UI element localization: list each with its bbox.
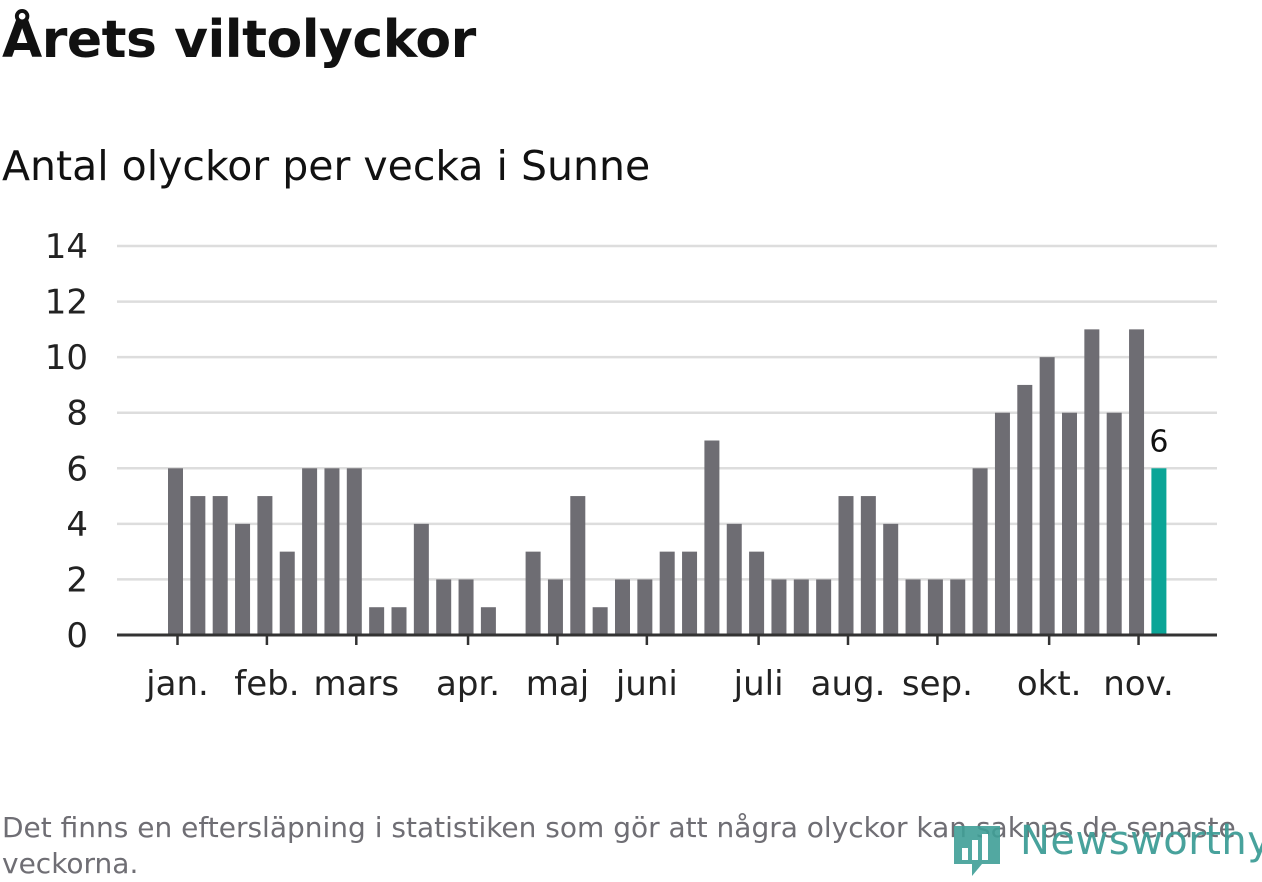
bar — [816, 579, 832, 635]
bar — [212, 496, 228, 635]
x-tick-label: juli — [733, 664, 784, 704]
x-axis-ticks: jan. feb. mars apr. maj juni juli aug. sep. okt. n… — [145, 635, 1174, 704]
bar — [1039, 357, 1055, 635]
bar — [927, 579, 943, 635]
chart-subtitle: Antal olyckor per vecka i Sunne — [2, 142, 651, 190]
bar — [682, 551, 698, 635]
bar — [257, 496, 273, 635]
bar — [793, 579, 809, 635]
bar — [615, 579, 630, 635]
bar — [346, 468, 362, 635]
y-tick-label: 4 — [66, 505, 88, 545]
bar — [950, 579, 966, 635]
chart-title: Årets viltolyckor — [2, 10, 476, 70]
bar — [1062, 412, 1077, 635]
bar — [302, 468, 318, 635]
y-tick-label: 12 — [45, 283, 88, 323]
y-tick-label: 6 — [66, 449, 88, 489]
bar — [458, 579, 474, 635]
bar — [547, 579, 563, 635]
footnote: Det finns en eftersläpning i statistiken… — [2, 811, 1236, 880]
bar — [905, 579, 921, 635]
y-tick-label: 8 — [66, 394, 88, 434]
bar — [771, 579, 787, 635]
bar — [324, 468, 340, 635]
x-tick-label: nov. — [1103, 664, 1174, 704]
bar — [592, 607, 608, 635]
bar — [480, 607, 496, 635]
x-tick-label: jan. — [145, 664, 209, 704]
bar — [637, 579, 653, 635]
y-tick-label: 14 — [45, 227, 88, 267]
grid-lines — [117, 244, 1217, 581]
y-tick-label: 0 — [66, 616, 88, 656]
bar — [994, 412, 1010, 635]
bar — [570, 496, 586, 635]
y-tick-label: 2 — [66, 560, 88, 600]
bar — [391, 607, 407, 635]
bar — [1106, 412, 1122, 635]
bar — [413, 523, 429, 635]
bar — [883, 523, 899, 635]
bar — [1017, 384, 1033, 635]
bar — [838, 496, 854, 635]
bar — [235, 523, 251, 635]
x-tick-label: feb. — [234, 664, 299, 704]
y-tick-label: 10 — [45, 338, 88, 378]
bar — [659, 551, 675, 635]
bar — [168, 468, 183, 635]
x-tick-label: apr. — [436, 664, 500, 704]
bars — [168, 329, 1167, 635]
bar — [279, 551, 295, 635]
bar — [726, 523, 742, 635]
bar — [525, 551, 541, 635]
bar — [749, 551, 765, 635]
x-tick-label: maj — [526, 664, 589, 704]
bar — [704, 440, 720, 635]
bar — [369, 607, 385, 635]
bar-highlight — [1151, 468, 1167, 635]
bar — [190, 496, 206, 635]
newsworthy-logo-icon — [954, 826, 1000, 876]
bar — [972, 468, 988, 635]
x-tick-label: juni — [615, 664, 678, 704]
x-tick-label: okt. — [1017, 664, 1082, 704]
y-axis-ticks: 0 2 4 6 8 10 12 14 — [45, 227, 88, 656]
x-tick-label: aug. — [811, 664, 886, 704]
bar — [860, 496, 876, 635]
x-tick-label: sep. — [902, 664, 973, 704]
bar — [436, 579, 452, 635]
last-value-label: 6 — [1149, 424, 1168, 459]
bar — [1084, 329, 1100, 635]
brand-name: Newsworthy — [1020, 818, 1262, 864]
bar — [1129, 329, 1145, 635]
data-labels: 6 — [1149, 424, 1168, 459]
x-tick-label: mars — [313, 664, 399, 704]
